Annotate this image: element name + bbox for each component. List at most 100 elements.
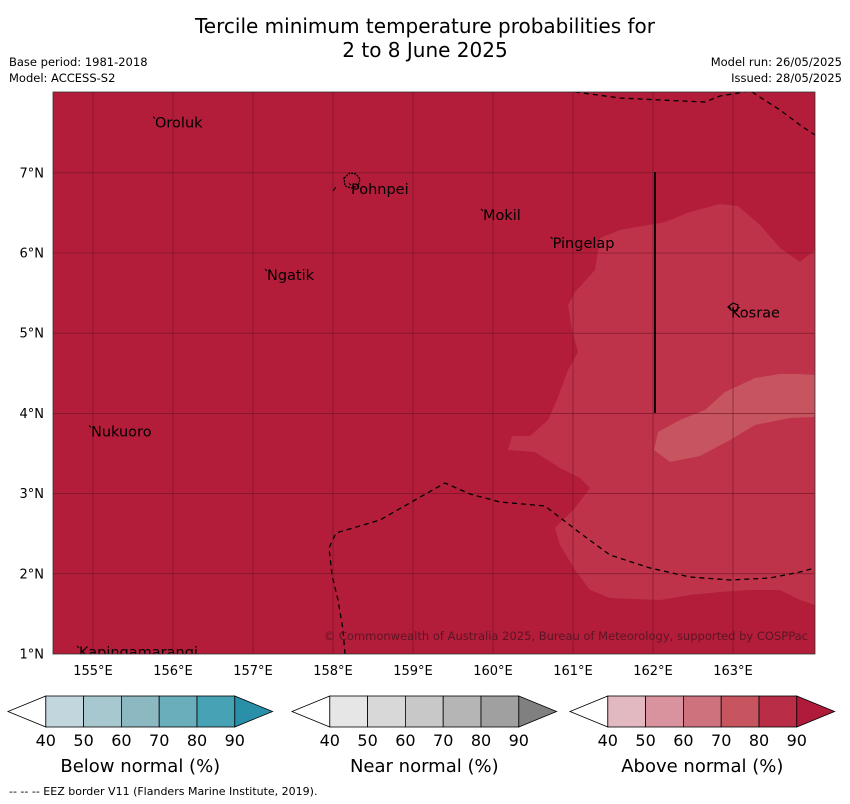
legend-swatch	[442, 695, 482, 728]
legend-tick-label: 50	[357, 731, 377, 750]
lon-tick-label: 157°E	[233, 664, 273, 679]
legend-title: Below normal (%)	[60, 756, 220, 777]
place-marker	[550, 236, 553, 240]
lat-tick-label: 3°N	[20, 487, 45, 502]
lat-tick-label: 7°N	[20, 166, 45, 181]
copyright-text: © Commonwealth of Australia 2025, Bureau…	[324, 629, 808, 643]
chart-title: Tercile minimum temperature probabilitie…	[0, 14, 850, 62]
lon-tick-label: 162°E	[633, 664, 673, 679]
lon-tick-label: 161°E	[553, 664, 593, 679]
legend-swatch	[121, 695, 160, 728]
legend-title: Near normal (%)	[350, 756, 499, 777]
legend-min-arrow	[568, 695, 609, 728]
probability-region-70	[654, 374, 815, 462]
place-marker	[348, 182, 352, 186]
meta-right: Model run: 26/05/2025 Issued: 28/05/2025	[711, 54, 842, 86]
legend-swatch	[480, 695, 520, 728]
legend-swatch	[83, 695, 122, 728]
legend-max-arrow	[234, 695, 274, 728]
legend-tick-label: 80	[471, 731, 491, 750]
legend-tick-label: 90	[225, 731, 245, 750]
legend-tick-label: 50	[73, 731, 93, 750]
model-run: Model run: 26/05/2025	[710, 55, 842, 69]
place-label-oroluk: Oroluk	[155, 116, 203, 132]
legend-swatch	[367, 695, 406, 728]
legend-title: Above normal (%)	[621, 756, 783, 777]
place-label-ngatik: Ngatik	[267, 268, 315, 284]
longitude-labels: 155°E 156°E 157°E 158°E 159°E 160°E 161°E 162°E…	[73, 664, 753, 679]
gridlines	[53, 92, 815, 654]
meta-left: Base period: 1981-2018 Model: ACCESS-S2	[9, 54, 148, 86]
legend-swatch	[45, 695, 84, 728]
place-marker	[76, 645, 80, 649]
place-label-pingelap: Pingelap	[553, 236, 615, 252]
lat-tick-label: 6°N	[20, 247, 45, 262]
legend-min-arrow	[6, 695, 47, 728]
legend-tick-label: 70	[149, 731, 169, 750]
kosrae-island-outline	[727, 302, 739, 312]
lat-tick-label: 2°N	[20, 567, 45, 582]
eez-border	[751, 92, 815, 136]
legend-swatch	[329, 695, 368, 728]
legend-swatch	[158, 695, 198, 728]
model-name: Model: ACCESS-S2	[9, 71, 116, 85]
lat-tick-label: 5°N	[20, 327, 45, 342]
probability-region-80	[508, 204, 815, 605]
legend-swatch	[683, 695, 722, 728]
lon-tick-label: 158°E	[313, 664, 353, 679]
footer-note: -- -- -- EEZ border V11 (Flanders Marine…	[9, 785, 318, 798]
issued-date: Issued: 28/05/2025	[731, 71, 842, 85]
legend-tick-label: 80	[749, 731, 769, 750]
legend-tick-label: 70	[433, 731, 453, 750]
map-frame	[52, 91, 816, 655]
lon-tick-label: 155°E	[73, 664, 113, 679]
lat-tick-label: 1°N	[20, 648, 45, 663]
legend-swatch	[645, 695, 684, 728]
legend-tick-label: 50	[635, 731, 655, 750]
legend-swatch	[196, 695, 236, 728]
lon-tick-label: 160°E	[473, 664, 513, 679]
lon-tick-label: 159°E	[393, 664, 433, 679]
place-label-kapingamarangi: Kapingamarangi	[79, 645, 198, 661]
place-marker	[728, 306, 732, 310]
legend-max-arrow	[796, 695, 836, 728]
legend-tick-label: 40	[36, 731, 56, 750]
legend-swatch	[758, 695, 798, 728]
place-label-mokil: Mokil	[483, 208, 521, 224]
legend-tick-label: 90	[787, 731, 807, 750]
legend-tick-label: 60	[395, 731, 415, 750]
base-period: Base period: 1981-2018	[9, 55, 148, 69]
legend-swatch	[607, 695, 646, 728]
eez-border	[328, 482, 815, 654]
place-marker	[264, 268, 268, 272]
legend-min-arrow	[290, 695, 331, 728]
title-line-1: Tercile minimum temperature probabilitie…	[194, 14, 656, 38]
eez-border	[574, 92, 746, 103]
legend-tick-label: 70	[711, 731, 731, 750]
legend-tick-label: 60	[673, 731, 693, 750]
legend-below: 40 50 60 70 80 90 Below normal (%)	[6, 695, 274, 777]
legend-tick-label: 60	[111, 731, 131, 750]
place-label-kosrae: Kosrae	[731, 306, 780, 322]
place-marker	[152, 116, 156, 120]
place-label-nukuoro: Nukuoro	[91, 424, 152, 440]
lat-tick-label: 4°N	[20, 407, 45, 422]
legend-max-arrow	[518, 695, 558, 728]
place-marker	[88, 425, 92, 428]
pohnpei-island-outline	[332, 172, 361, 192]
place-label-pohnpei: Pohnpei	[351, 182, 409, 198]
legend-tick-label: 80	[187, 731, 207, 750]
legend-swatch	[720, 695, 760, 728]
legend-tick-label: 40	[598, 731, 618, 750]
legend-near: 40 50 60 70 80 90 Near normal (%)	[290, 695, 558, 777]
latitude-labels: 7°N 6°N 5°N 4°N 3°N 2°N 1°N	[20, 166, 45, 662]
lon-tick-label: 156°E	[153, 664, 193, 679]
place-marker	[480, 208, 484, 212]
legend-swatch	[404, 695, 444, 728]
legend-tick-label: 90	[509, 731, 529, 750]
title-line-2: 2 to 8 June 2025	[342, 38, 508, 62]
lon-tick-label: 163°E	[713, 664, 753, 679]
